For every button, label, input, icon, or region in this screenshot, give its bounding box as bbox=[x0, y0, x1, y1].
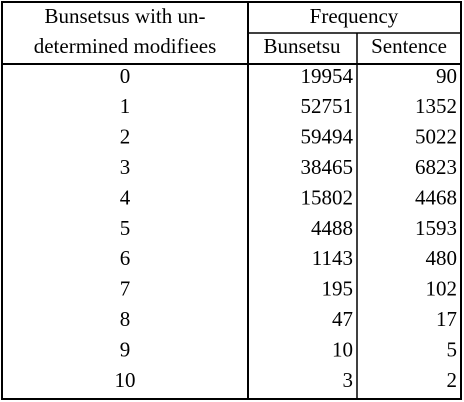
table-cell: 9 bbox=[120, 337, 131, 361]
header-cell: Sentence bbox=[371, 34, 447, 58]
table-cell: 90 bbox=[436, 64, 457, 88]
table-cell: 0 bbox=[120, 64, 131, 88]
table-cell: 1 bbox=[120, 94, 131, 118]
table-cell: 5 bbox=[120, 216, 131, 240]
table-cell: 52751 bbox=[301, 94, 354, 118]
table-cell: 10 bbox=[332, 337, 353, 361]
table-cell: 7 bbox=[120, 277, 131, 301]
table-cell: 4 bbox=[120, 185, 131, 209]
table-cell: 2 bbox=[447, 368, 458, 392]
table-cell: 19954 bbox=[301, 64, 354, 88]
table-cell: 4468 bbox=[415, 185, 457, 209]
header-cell: determined modifiees bbox=[34, 34, 217, 58]
table-cell: 47 bbox=[332, 307, 353, 331]
table-cell: 15802 bbox=[301, 185, 354, 209]
table-cell: 5 bbox=[447, 337, 458, 361]
table-cell: 8 bbox=[120, 307, 131, 331]
table-cell: 1593 bbox=[415, 216, 457, 240]
table-cell: 1352 bbox=[415, 94, 457, 118]
table-cell: 4488 bbox=[311, 216, 353, 240]
table-cell: 2 bbox=[120, 125, 131, 149]
table-cell: 17 bbox=[436, 307, 457, 331]
header-cell: Bunsetsus with un- bbox=[44, 4, 205, 28]
table-cell: 6 bbox=[120, 246, 131, 270]
table-cell: 10 bbox=[115, 368, 136, 392]
table-cell: 1143 bbox=[312, 246, 353, 270]
table-cell: 195 bbox=[322, 277, 354, 301]
table-cell: 3 bbox=[120, 155, 131, 179]
header-cell: Bunsetsu bbox=[263, 34, 341, 58]
table-cell: 3 bbox=[343, 368, 354, 392]
table-cell: 6823 bbox=[415, 155, 457, 179]
table-cell: 59494 bbox=[301, 125, 354, 149]
table-cell: 38465 bbox=[301, 155, 354, 179]
table-cell: 480 bbox=[426, 246, 458, 270]
table-cell: 5022 bbox=[415, 125, 457, 149]
header-cell: Frequency bbox=[310, 4, 399, 28]
table-cell: 102 bbox=[426, 277, 458, 301]
